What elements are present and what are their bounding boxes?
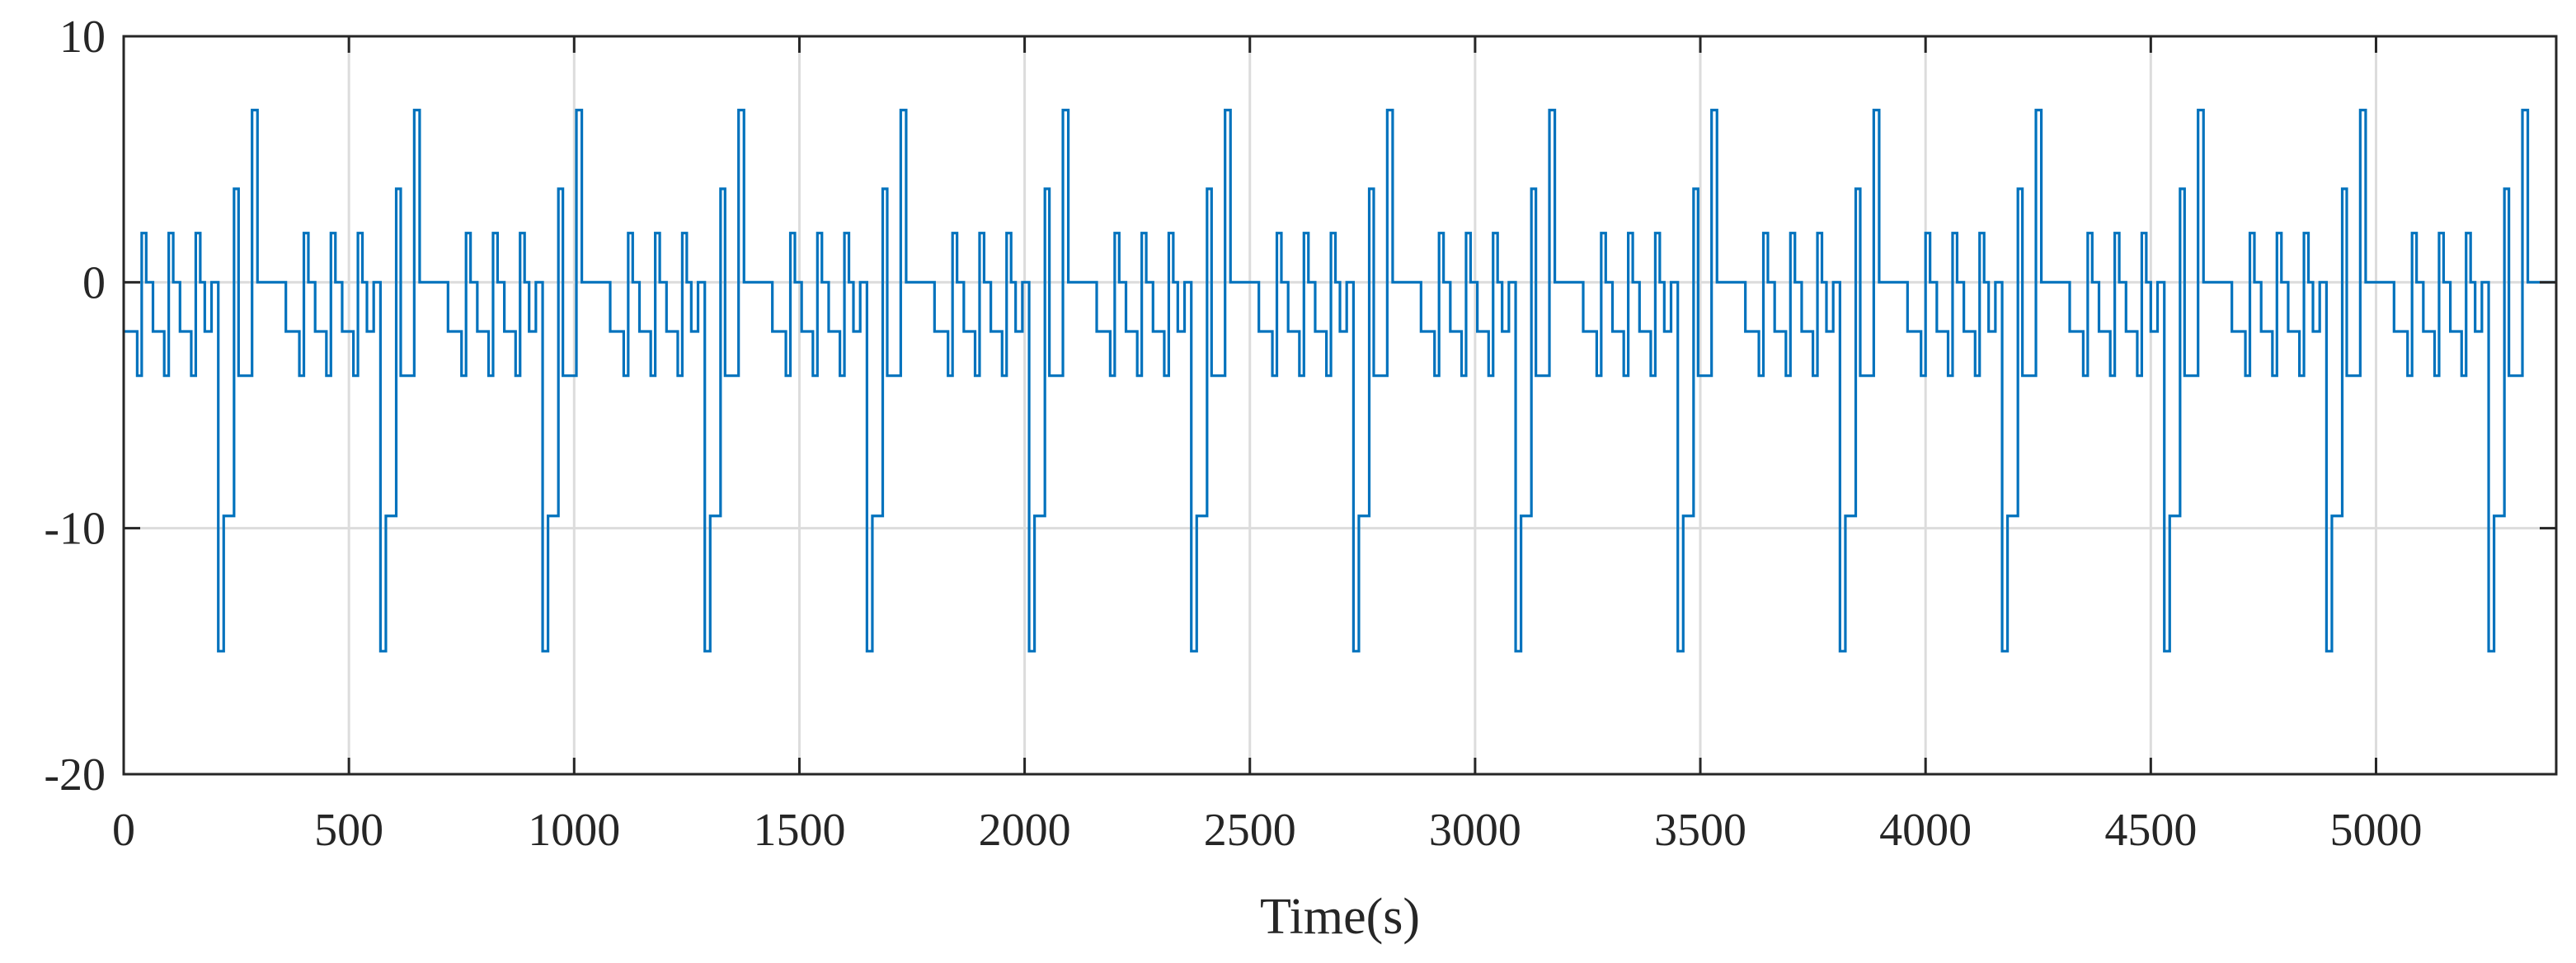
- x-axis-label: Time(s): [1260, 889, 1420, 945]
- x-tick-label: 4000: [1879, 805, 1972, 856]
- y-tick-label: -10: [44, 504, 106, 555]
- y-tick-labels: -20 -10 0 10: [44, 12, 106, 801]
- x-tick-label: 4500: [2104, 805, 2197, 856]
- y-tick-label: 10: [59, 12, 106, 63]
- x-tick-label: 1000: [528, 805, 620, 856]
- x-tick-label: 1500: [753, 805, 845, 856]
- x-tick-label: 3500: [1654, 805, 1746, 856]
- plot-frame: [122, 35, 2558, 776]
- x-tick-label: 0: [112, 805, 135, 856]
- x-tick-label: 2000: [979, 805, 1071, 856]
- x-tick-label: 5000: [2329, 805, 2422, 856]
- y-tick-label: -20: [44, 749, 106, 801]
- x-tick-labels: 0 500 1000 1500 2000 2500 3000 3500 4000 4500 5000: [112, 805, 2422, 856]
- plot-background: [124, 36, 2556, 774]
- y-tick-label: 0: [82, 257, 106, 308]
- series-line: [124, 108, 2556, 653]
- x-tick-label: 3000: [1429, 805, 1521, 856]
- x-tick-label: 2500: [1204, 805, 1296, 856]
- x-tick-label: 500: [314, 805, 383, 856]
- series-layer: [124, 108, 2556, 653]
